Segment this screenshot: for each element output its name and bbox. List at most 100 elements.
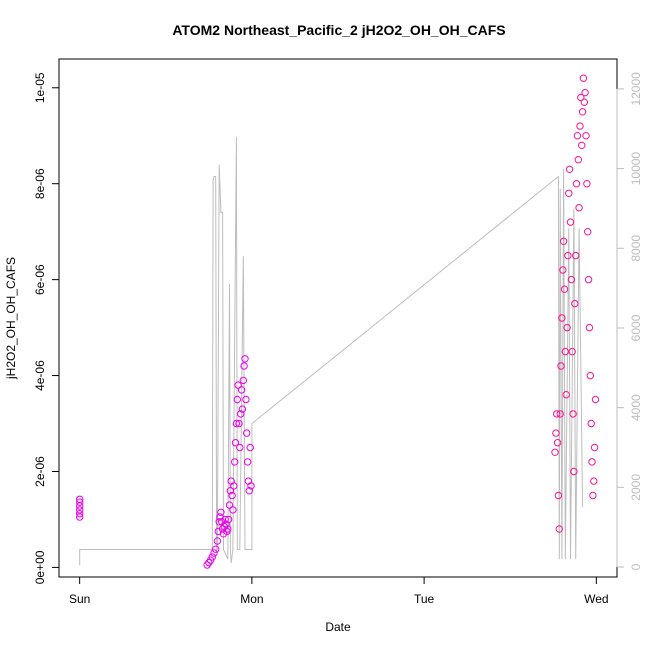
data-point xyxy=(568,347,576,356)
data-point xyxy=(226,487,235,495)
y2-tick-label: 6000 xyxy=(629,314,643,341)
data-point xyxy=(240,362,248,370)
y2-tick-label: 10000 xyxy=(629,152,643,186)
y2-tick-label: 4000 xyxy=(629,394,643,421)
data-point xyxy=(574,156,582,164)
data-point xyxy=(573,132,582,140)
x-tick-label: Mon xyxy=(240,592,263,606)
x-axis-label: Date xyxy=(325,620,351,634)
altitude-line xyxy=(79,136,584,566)
data-point xyxy=(584,275,593,284)
points-group xyxy=(76,74,600,569)
data-point xyxy=(224,525,232,533)
data-point xyxy=(232,419,241,428)
plot-frame xyxy=(58,58,618,578)
data-point xyxy=(564,251,572,260)
data-point xyxy=(554,491,563,500)
data-point xyxy=(221,515,229,524)
y2-tick-label: 12000 xyxy=(629,72,643,106)
data-point xyxy=(572,180,581,188)
y-tick-label: 4e-06 xyxy=(33,360,47,391)
data-point xyxy=(76,498,84,506)
data-point xyxy=(241,355,249,363)
data-point xyxy=(231,458,239,466)
data-point xyxy=(224,515,233,524)
y-tick-label: 8e-06 xyxy=(33,168,47,199)
data-point xyxy=(559,266,567,274)
data-point xyxy=(588,458,596,466)
data-point xyxy=(558,314,566,322)
data-point xyxy=(559,237,568,246)
data-point xyxy=(560,285,569,293)
data-point xyxy=(553,410,561,418)
data-point xyxy=(235,419,243,428)
y-tick-label: 1e-05 xyxy=(33,72,47,103)
y-tick-label: 2e-06 xyxy=(33,456,47,487)
data-point xyxy=(584,228,592,236)
data-point xyxy=(246,443,254,452)
data-point xyxy=(586,371,594,380)
data-point xyxy=(557,362,565,370)
data-point xyxy=(212,545,220,553)
data-point xyxy=(245,487,254,495)
x-tick-label: Wed xyxy=(584,592,608,606)
data-point xyxy=(243,429,251,437)
data-point xyxy=(551,448,559,456)
data-point xyxy=(571,299,579,308)
data-point xyxy=(225,501,234,509)
data-point xyxy=(233,395,242,404)
data-point xyxy=(578,141,586,150)
data-point xyxy=(228,491,236,500)
y-tick-label: 0e+00 xyxy=(33,550,47,584)
data-point xyxy=(581,88,589,97)
data-point xyxy=(590,477,598,485)
data-point xyxy=(556,410,564,418)
data-point xyxy=(589,491,597,500)
data-point xyxy=(208,553,217,561)
data-point xyxy=(577,93,585,102)
data-point xyxy=(205,558,213,567)
data-point xyxy=(583,180,591,188)
y-axis: 0e+00 2e-06 4e-06 6e-06 8e-06 1e-05 xyxy=(33,72,60,584)
data-point xyxy=(570,467,578,476)
x-axis: Sun Mon Tue Wed xyxy=(69,576,609,606)
data-point xyxy=(210,549,218,557)
data-point xyxy=(76,506,84,514)
data-point xyxy=(552,429,560,437)
data-point xyxy=(567,275,576,284)
data-point xyxy=(590,443,599,452)
data-point xyxy=(572,251,580,260)
altitude-line-group xyxy=(79,136,584,566)
data-point xyxy=(237,386,246,394)
data-point xyxy=(569,410,577,418)
data-point xyxy=(76,513,84,521)
data-point xyxy=(243,458,252,466)
data-point xyxy=(587,419,595,428)
data-point xyxy=(565,189,573,198)
data-point xyxy=(230,482,238,490)
data-point xyxy=(229,506,237,514)
data-point xyxy=(76,510,84,518)
data-point xyxy=(242,395,250,404)
data-point xyxy=(213,537,222,545)
data-point xyxy=(553,439,562,447)
data-point xyxy=(239,376,248,385)
data-point xyxy=(231,439,240,447)
data-point xyxy=(575,204,583,212)
y2-tick-label: 2000 xyxy=(629,474,643,501)
data-point xyxy=(578,108,587,116)
y2-tick-label: 0 xyxy=(629,563,643,570)
data-point xyxy=(582,132,590,140)
data-point xyxy=(585,323,594,332)
data-point xyxy=(591,395,600,404)
data-point xyxy=(562,391,570,399)
data-point xyxy=(76,495,84,503)
data-point xyxy=(580,98,588,106)
data-point xyxy=(217,508,225,516)
data-point xyxy=(555,525,563,533)
y2-tick-label: 8000 xyxy=(629,235,643,262)
chart-title: ATOM2 Northeast_Pacific_2 jH2O2_OH_OH_CA… xyxy=(172,22,505,38)
data-point xyxy=(247,482,255,490)
y-axis-label: jH2O2_OH_OH_CAFS xyxy=(4,257,18,380)
